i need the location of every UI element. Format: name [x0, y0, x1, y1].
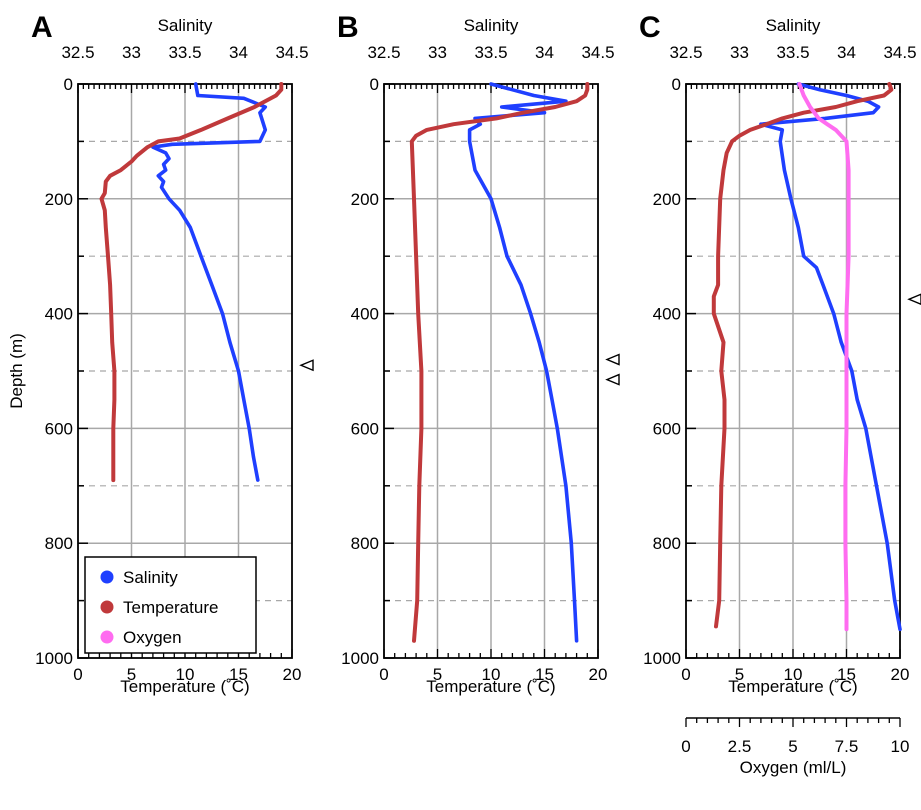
depth-axis-title: Depth (m) — [7, 333, 26, 409]
legend-label: Oxygen — [123, 628, 182, 647]
series-salinity-line — [153, 84, 265, 480]
temperature-axis-title: Temperature (˚C) — [120, 677, 249, 696]
salinity-tick-label: 34.5 — [883, 43, 916, 62]
series-salinity-line — [470, 84, 577, 641]
salinity-tick-label: 33.5 — [168, 43, 201, 62]
salinity-tick-label: 32.5 — [61, 43, 94, 62]
legend-marker-oxygen — [101, 631, 114, 644]
y-tick-label: 1000 — [643, 649, 681, 668]
x-tick-label: 0 — [681, 665, 690, 684]
legend: Salinity Temperature Oxygen — [85, 557, 256, 653]
salinity-tick-label: 32.5 — [367, 43, 400, 62]
y-tick-label: 0 — [64, 75, 73, 94]
series-temperature-line — [714, 84, 892, 626]
legend-label: Salinity — [123, 568, 178, 587]
oxygen-tick-label: 7.5 — [835, 737, 859, 756]
triangle-marker — [607, 375, 619, 385]
salinity-tick-label: 33.5 — [474, 43, 507, 62]
oxygen-tick-label: 5 — [788, 737, 797, 756]
salinity-tick-label: 34 — [229, 43, 248, 62]
salinity-tick-label: 33 — [730, 43, 749, 62]
series-oxygen-line — [799, 84, 848, 629]
y-tick-label: 600 — [45, 419, 73, 438]
oxygen-tick-label: 0 — [681, 737, 690, 756]
y-tick-label: 800 — [351, 534, 379, 553]
oxygen-axis-title: Oxygen (ml/L) — [740, 758, 847, 777]
salinity-tick-label: 34.5 — [275, 43, 308, 62]
triangle-marker — [607, 355, 619, 365]
y-tick-label: 0 — [672, 75, 681, 94]
panel-letter: A — [31, 11, 53, 44]
oxygen-tick-label: 2.5 — [728, 737, 752, 756]
salinity-tick-label: 32.5 — [669, 43, 702, 62]
salinity-tick-label: 34 — [535, 43, 554, 62]
temperature-axis-title: Temperature (˚C) — [426, 677, 555, 696]
salinity-tick-label: 34.5 — [581, 43, 614, 62]
y-tick-label: 1000 — [35, 649, 73, 668]
triangle-marker — [909, 294, 921, 304]
y-tick-label: 800 — [653, 534, 681, 553]
y-tick-label: 0 — [370, 75, 379, 94]
salinity-tick-label: 34 — [837, 43, 856, 62]
y-tick-label: 400 — [653, 305, 681, 324]
y-tick-label: 800 — [45, 534, 73, 553]
x-tick-label: 20 — [891, 665, 910, 684]
x-tick-label: 20 — [589, 665, 608, 684]
y-tick-label: 600 — [351, 419, 379, 438]
legend-label: Temperature — [123, 598, 218, 617]
salinity-tick-label: 33.5 — [776, 43, 809, 62]
salinity-axis-title: Salinity — [464, 16, 519, 35]
y-tick-label: 600 — [653, 419, 681, 438]
panel-letter: C — [639, 11, 661, 44]
y-tick-label: 200 — [45, 190, 73, 209]
triangle-marker — [301, 360, 313, 370]
legend-marker-salinity — [101, 571, 114, 584]
legend-marker-temperature — [101, 601, 114, 614]
salinity-tick-label: 33 — [428, 43, 447, 62]
salinity-tick-label: 33 — [122, 43, 141, 62]
x-tick-label: 20 — [283, 665, 302, 684]
y-tick-label: 200 — [653, 190, 681, 209]
y-tick-label: 1000 — [341, 649, 379, 668]
series-salinity-line — [761, 84, 900, 629]
oxygen-tick-label: 10 — [891, 737, 910, 756]
salinity-axis-title: Salinity — [158, 16, 213, 35]
y-tick-label: 200 — [351, 190, 379, 209]
x-tick-label: 0 — [379, 665, 388, 684]
temperature-axis-title: Temperature (˚C) — [728, 677, 857, 696]
y-tick-label: 400 — [45, 305, 73, 324]
salinity-axis-title: Salinity — [766, 16, 821, 35]
y-tick-label: 400 — [351, 305, 379, 324]
x-tick-label: 0 — [73, 665, 82, 684]
panel-letter: B — [337, 11, 359, 44]
